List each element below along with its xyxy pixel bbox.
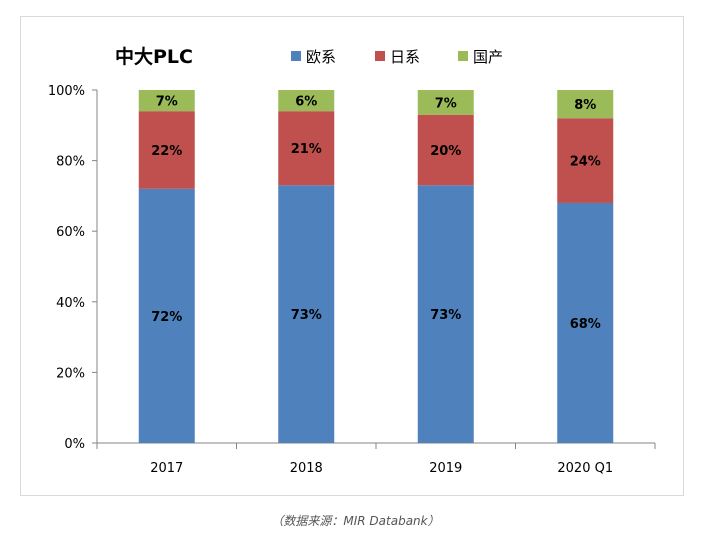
data-label: 21% bbox=[291, 142, 322, 157]
y-tick-label: 60% bbox=[56, 225, 85, 240]
legend-label: 日系 bbox=[390, 48, 420, 66]
data-label: 7% bbox=[156, 95, 178, 110]
legend-swatch bbox=[458, 51, 468, 61]
bar-segment-3 bbox=[557, 90, 614, 119]
data-label: 72% bbox=[151, 310, 182, 325]
x-tick-label: 2019 bbox=[429, 461, 462, 476]
y-tick-label: 100% bbox=[48, 84, 85, 99]
bar-segment-1 bbox=[557, 202, 614, 443]
y-tick-label: 40% bbox=[56, 296, 85, 311]
legend-swatch bbox=[291, 51, 301, 61]
data-label: 68% bbox=[570, 317, 601, 332]
data-label: 20% bbox=[430, 144, 461, 159]
bar-segment-2 bbox=[138, 111, 195, 189]
data-label: 22% bbox=[151, 144, 182, 159]
x-tick-label: 2018 bbox=[290, 461, 323, 476]
data-label: 8% bbox=[574, 98, 596, 113]
bar-segment-2 bbox=[417, 114, 474, 186]
bar-segment-3 bbox=[417, 90, 474, 115]
legend-label: 欧系 bbox=[306, 48, 336, 66]
bars bbox=[138, 90, 614, 443]
bar-segment-2 bbox=[557, 118, 614, 203]
bar-segment-1 bbox=[278, 185, 335, 443]
data-label: 6% bbox=[295, 95, 317, 110]
data-label: 73% bbox=[430, 308, 461, 323]
data-label: 7% bbox=[435, 96, 457, 111]
chart-title: 中大PLC bbox=[115, 45, 193, 68]
source-caption: （数据来源：MIR Databank） bbox=[271, 514, 440, 528]
y-tick-label: 80% bbox=[56, 155, 85, 170]
bar-segment-3 bbox=[278, 90, 335, 112]
legend: 欧系 日系 国产 bbox=[291, 48, 503, 66]
bar-segment-1 bbox=[417, 185, 474, 443]
x-tick-label: 2020 Q1 bbox=[557, 461, 613, 476]
legend-swatch bbox=[375, 51, 385, 61]
bar-segment-1 bbox=[138, 188, 195, 443]
data-label: 24% bbox=[570, 155, 601, 170]
x-tick-label: 2017 bbox=[150, 461, 183, 476]
x-axis: 2017 2018 2019 2020 Q1 bbox=[96, 442, 656, 476]
data-label: 73% bbox=[291, 308, 322, 323]
bar-segment-2 bbox=[278, 111, 335, 186]
y-tick-label: 20% bbox=[56, 366, 85, 381]
legend-label: 国产 bbox=[473, 48, 503, 66]
bar-segment-3 bbox=[138, 90, 195, 112]
y-tick-label: 0% bbox=[64, 437, 85, 452]
y-axis: 0% 20% 40% 60% 80% 100% bbox=[48, 84, 98, 452]
bar-labels: 72% 22% 7% 73% 21% 6% 73% 20% 7% 68% 24% 8% bbox=[151, 95, 601, 332]
